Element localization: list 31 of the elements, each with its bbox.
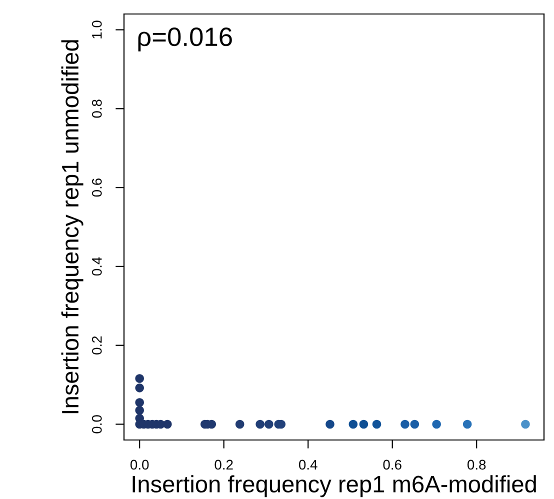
point <box>521 420 530 429</box>
y-tick-label: 0.0 <box>92 415 102 434</box>
x-tick-label: 0.8 <box>467 460 486 470</box>
point <box>135 374 144 383</box>
x-axis-title: Insertion frequency rep1 m6A-modified <box>132 475 536 498</box>
point <box>326 420 334 429</box>
point <box>348 420 358 429</box>
point <box>235 420 244 429</box>
annotation: ρ=0.016 <box>138 27 232 52</box>
y-tick-label: 0.8 <box>92 100 102 118</box>
point <box>372 420 382 429</box>
y-tick-label: 0.6 <box>92 178 102 197</box>
point <box>163 420 172 429</box>
point <box>410 420 420 429</box>
point <box>359 420 368 429</box>
point <box>462 420 472 429</box>
point <box>400 420 410 429</box>
x-tick-label: 0.0 <box>130 460 149 470</box>
point <box>135 398 144 407</box>
x-tick-label: 0.4 <box>298 460 318 470</box>
point <box>256 420 264 429</box>
point <box>135 384 144 392</box>
x-tick-label: 0.2 <box>214 460 233 470</box>
x-tick-label: 0.6 <box>383 460 402 470</box>
point <box>135 406 144 415</box>
y-tick-label: 0.2 <box>92 336 102 354</box>
y-tick-label: 0.4 <box>92 257 102 276</box>
y-tick-label: 1.0 <box>92 20 102 38</box>
point <box>264 420 274 429</box>
y-axis-title: Insertion frequency rep1 unmodified <box>61 40 84 414</box>
point <box>432 420 441 429</box>
